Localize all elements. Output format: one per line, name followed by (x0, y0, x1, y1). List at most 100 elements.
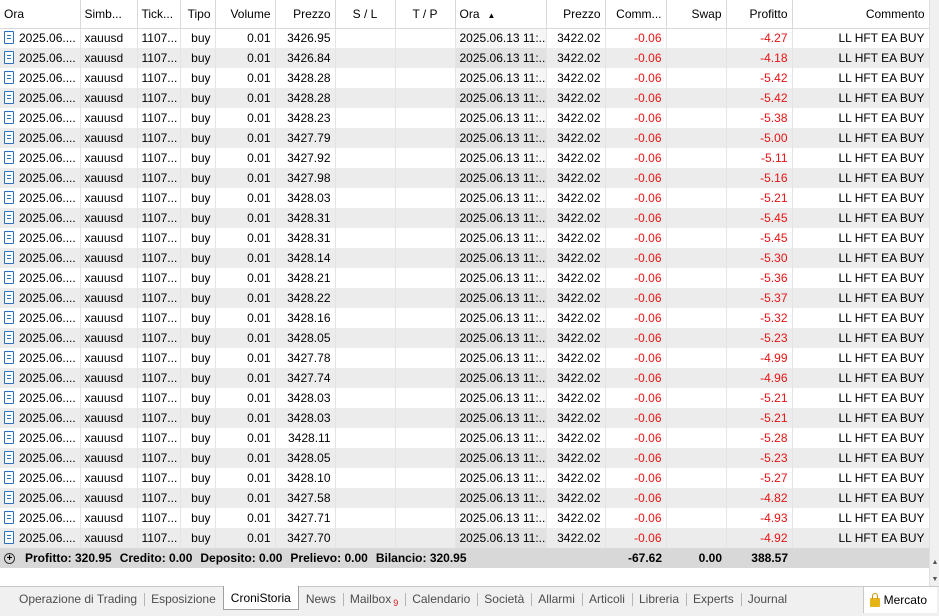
summary-comment-empty (792, 548, 929, 568)
deal-document-icon (4, 431, 14, 444)
column-header-volume[interactable]: Volume (215, 0, 276, 29)
column-header-time-close[interactable]: Ora ▲ (455, 0, 547, 29)
tab-mailbox[interactable]: Mailbox 9 (342, 587, 405, 611)
column-header-comment[interactable]: Commento (792, 0, 929, 29)
column-header-swap[interactable]: Swap (666, 0, 727, 29)
tab-articoli[interactable]: Articoli (581, 587, 632, 611)
cell-time-close: 2025.06.13 11:... (455, 228, 547, 248)
tab-cronistoria[interactable]: CroniStoria (222, 586, 299, 610)
cell-profit: -5.28 (726, 428, 793, 448)
tab-calendario[interactable]: Calendario (405, 587, 477, 611)
cell-sl (335, 308, 396, 328)
table-row[interactable]: 2025.06.... xauusd 1107... buy 0.01 3427.98 20… (0, 168, 929, 188)
cell-profit: -5.21 (726, 388, 793, 408)
tab-esposizione[interactable]: Esposizione (144, 587, 223, 611)
tab-experts[interactable]: Experts (686, 587, 741, 611)
table-row[interactable]: 2025.06.... xauusd 1107... buy 0.01 3428.22 20… (0, 288, 929, 308)
cell-profit: -5.38 (726, 108, 793, 128)
cell-symbol: xauusd (80, 208, 138, 228)
tab-libreria[interactable]: Libreria (631, 587, 686, 611)
tab-news[interactable]: News (305, 592, 336, 606)
cell-time-open: 2025.06.... (0, 348, 81, 368)
deal-document-icon (4, 111, 14, 124)
table-row[interactable]: 2025.06.... xauusd 1107... buy 0.01 3428.31 20… (0, 208, 929, 228)
vertical-scrollbar[interactable]: ▲ ▼ (929, 0, 939, 590)
tab-allarmi[interactable]: Allarmi (531, 587, 582, 611)
tab-journal[interactable]: Journal (740, 587, 794, 611)
cell-time-open: 2025.06.... (0, 388, 81, 408)
column-header-tp[interactable]: T / P (395, 0, 456, 29)
cell-time-close: 2025.06.13 11:... (455, 348, 547, 368)
cell-commission: -0.06 (605, 308, 667, 328)
table-row[interactable]: 2025.06.... xauusd 1107... buy 0.01 3427.71 20… (0, 508, 929, 528)
tab-societ-[interactable]: Società (477, 587, 531, 611)
table-row[interactable]: 2025.06.... xauusd 1107... buy 0.01 3428.21 20… (0, 268, 929, 288)
cell-sl (335, 228, 396, 248)
table-row[interactable]: 2025.06.... xauusd 1107... buy 0.01 3427.70 20… (0, 528, 929, 548)
cell-commission: -0.06 (605, 328, 667, 348)
cell-ticket: 1107... (137, 208, 181, 228)
table-row[interactable]: 2025.06.... xauusd 1107... buy 0.01 3428.28 20… (0, 68, 929, 88)
cell-profit: -4.92 (726, 528, 793, 548)
tab-operazione-di-trading[interactable]: Operazione di Trading (19, 592, 138, 606)
market-button[interactable]: Mercato (862, 587, 937, 613)
cell-commission: -0.06 (605, 248, 667, 268)
column-header-symbol[interactable]: Simb... (80, 0, 138, 29)
cell-time-open: 2025.06.... (0, 108, 81, 128)
column-header-ticket[interactable]: Tick... (137, 0, 181, 29)
column-header-price-close[interactable]: Prezzo (546, 0, 606, 29)
cell-symbol: xauusd (80, 448, 138, 468)
cell-type: buy (180, 508, 216, 528)
table-row[interactable]: 2025.06.... xauusd 1107... buy 0.01 3427.58 20… (0, 488, 929, 508)
cell-type: buy (180, 328, 216, 348)
cell-price-close: 3422.02 (546, 428, 606, 448)
column-header-time-open[interactable]: Ora (0, 0, 81, 29)
cell-symbol: xauusd (80, 68, 138, 88)
column-header-profit[interactable]: Profitto (726, 0, 793, 29)
table-row[interactable]: 2025.06.... xauusd 1107... buy 0.01 3427.92 20… (0, 148, 929, 168)
table-row[interactable]: 2025.06.... xauusd 1107... buy 0.01 3428.16 20… (0, 308, 929, 328)
cell-type: buy (180, 108, 216, 128)
table-row[interactable]: 2025.06.... xauusd 1107... buy 0.01 3428.03 20… (0, 188, 929, 208)
cell-ticket: 1107... (137, 308, 181, 328)
cell-tp (395, 468, 456, 488)
table-row[interactable]: 2025.06.... xauusd 1107... buy 0.01 3428.10 20… (0, 468, 929, 488)
table-row[interactable]: 2025.06.... xauusd 1107... buy 0.01 3428.05 20… (0, 448, 929, 468)
scroll-down-arrow-icon[interactable]: ▼ (931, 576, 939, 583)
table-row[interactable]: 2025.06.... xauusd 1107... buy 0.01 3428.23 20… (0, 108, 929, 128)
table-row[interactable]: 2025.06.... xauusd 1107... buy 0.01 3428.11 20… (0, 428, 929, 448)
scroll-up-arrow-icon[interactable]: ▲ (931, 559, 939, 566)
cell-price-close: 3422.02 (546, 308, 606, 328)
table-row[interactable]: 2025.06.... xauusd 1107... buy 0.01 3428.28 20… (0, 88, 929, 108)
table-row[interactable]: 2025.06.... xauusd 1107... buy 0.01 3426.95 20… (0, 28, 929, 48)
table-row[interactable]: 2025.06.... xauusd 1107... buy 0.01 3428.03 20… (0, 408, 929, 428)
cell-profit: -5.42 (726, 68, 793, 88)
cell-profit: -5.21 (726, 188, 793, 208)
table-row[interactable]: 2025.06.... xauusd 1107... buy 0.01 3428.31 20… (0, 228, 929, 248)
table-row[interactable]: 2025.06.... xauusd 1107... buy 0.01 3428.03 20… (0, 388, 929, 408)
table-row[interactable]: 2025.06.... xauusd 1107... buy 0.01 3428.05 20… (0, 328, 929, 348)
cell-price-open: 3427.92 (275, 148, 336, 168)
column-header-sl[interactable]: S / L (335, 0, 396, 29)
table-row[interactable]: 2025.06.... xauusd 1107... buy 0.01 3428.14 20… (0, 248, 929, 268)
cell-price-close: 3422.02 (546, 348, 606, 368)
cell-price-close: 3422.02 (546, 508, 606, 528)
table-row[interactable]: 2025.06.... xauusd 1107... buy 0.01 3427.79 20… (0, 128, 929, 148)
cell-type: buy (180, 68, 216, 88)
cell-time-open: 2025.06.... (0, 248, 81, 268)
table-row[interactable]: 2025.06.... xauusd 1107... buy 0.01 3427.74 20… (0, 368, 929, 388)
expand-plus-icon[interactable]: + (4, 552, 15, 564)
cell-sl (335, 188, 396, 208)
cell-profit: -5.36 (726, 268, 793, 288)
table-row[interactable]: 2025.06.... xauusd 1107... buy 0.01 3427.78 20… (0, 348, 929, 368)
column-header-price-open[interactable]: Prezzo (275, 0, 336, 29)
table-row[interactable]: 2025.06.... xauusd 1107... buy 0.01 3426.84 20… (0, 48, 929, 68)
cell-swap (666, 268, 727, 288)
column-header-type[interactable]: Tipo (180, 0, 216, 29)
column-header-commission[interactable]: Comm... (605, 0, 667, 29)
cell-tp (395, 148, 456, 168)
cell-profit: -4.27 (726, 28, 793, 48)
cell-profit: -5.45 (726, 228, 793, 248)
